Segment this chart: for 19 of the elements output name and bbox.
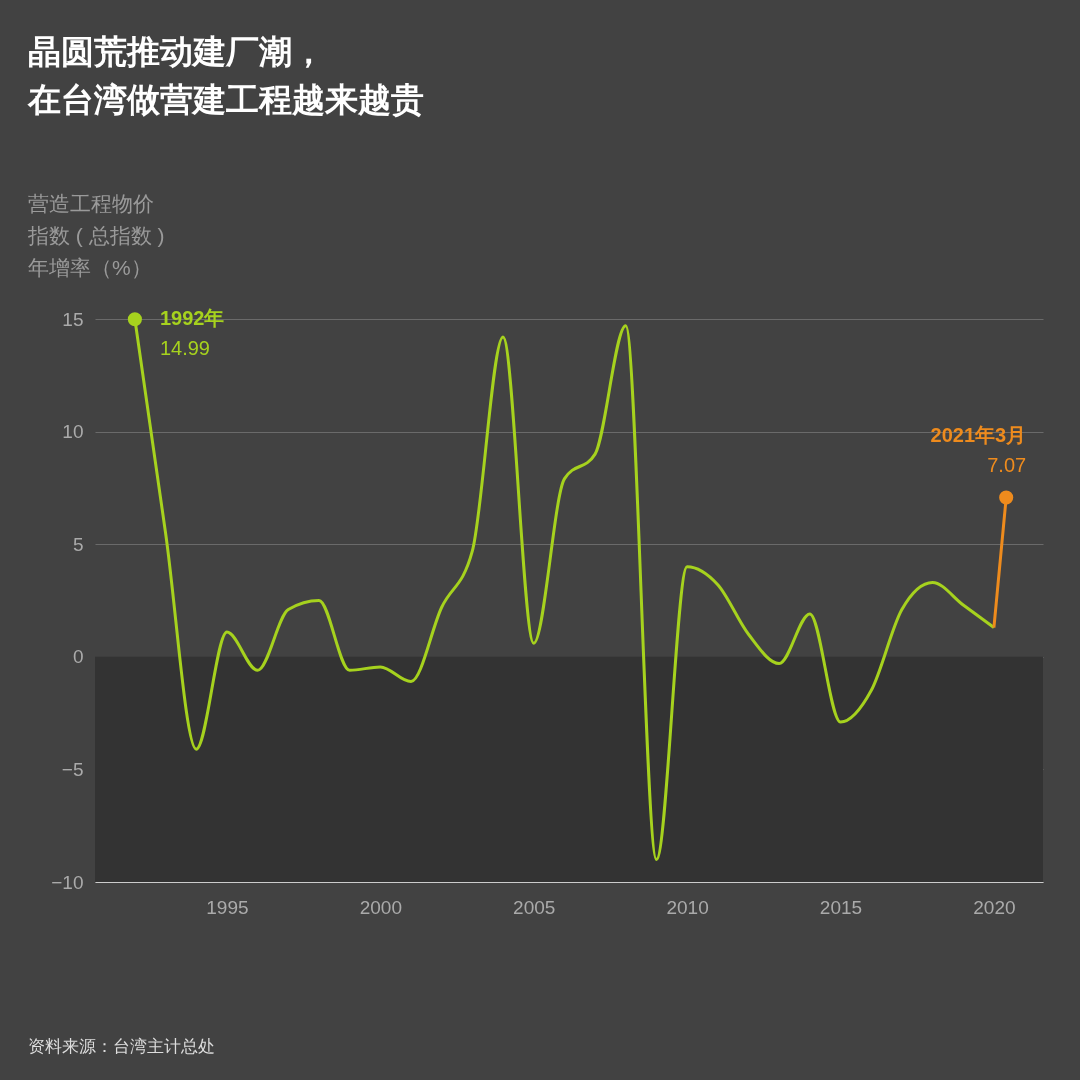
x-tick-label: 2020 <box>973 896 1016 918</box>
y-tick-label: 5 <box>72 533 84 555</box>
x-tick-label: 2010 <box>666 896 709 918</box>
x-tick-label: 2015 <box>819 896 863 918</box>
y-axis-title: 营造工程物价指数 ( 总指数 )年增率（%） <box>27 192 165 279</box>
annotation: 1992年 <box>159 307 225 330</box>
x-tick-label: 1995 <box>206 896 249 918</box>
x-tick-label: 2000 <box>359 896 402 918</box>
y-tick-label: 15 <box>62 308 84 330</box>
y-tick-label: −5 <box>61 758 84 780</box>
y-tick-label: −10 <box>51 871 84 893</box>
annotation: 7.07 <box>987 453 1027 476</box>
annotation: 14.99 <box>159 337 210 360</box>
y-tick-label: 10 <box>62 421 84 443</box>
annotation: 2021年3月 <box>930 423 1027 446</box>
text: 资料来源：台湾主计总处 <box>28 1037 215 1056</box>
y-tick-label: 0 <box>72 646 84 668</box>
chart-title: 晶圆荒推动建厂潮，在台湾做营建工程越来越贵 <box>27 33 424 118</box>
x-tick-label: 2005 <box>513 896 556 918</box>
